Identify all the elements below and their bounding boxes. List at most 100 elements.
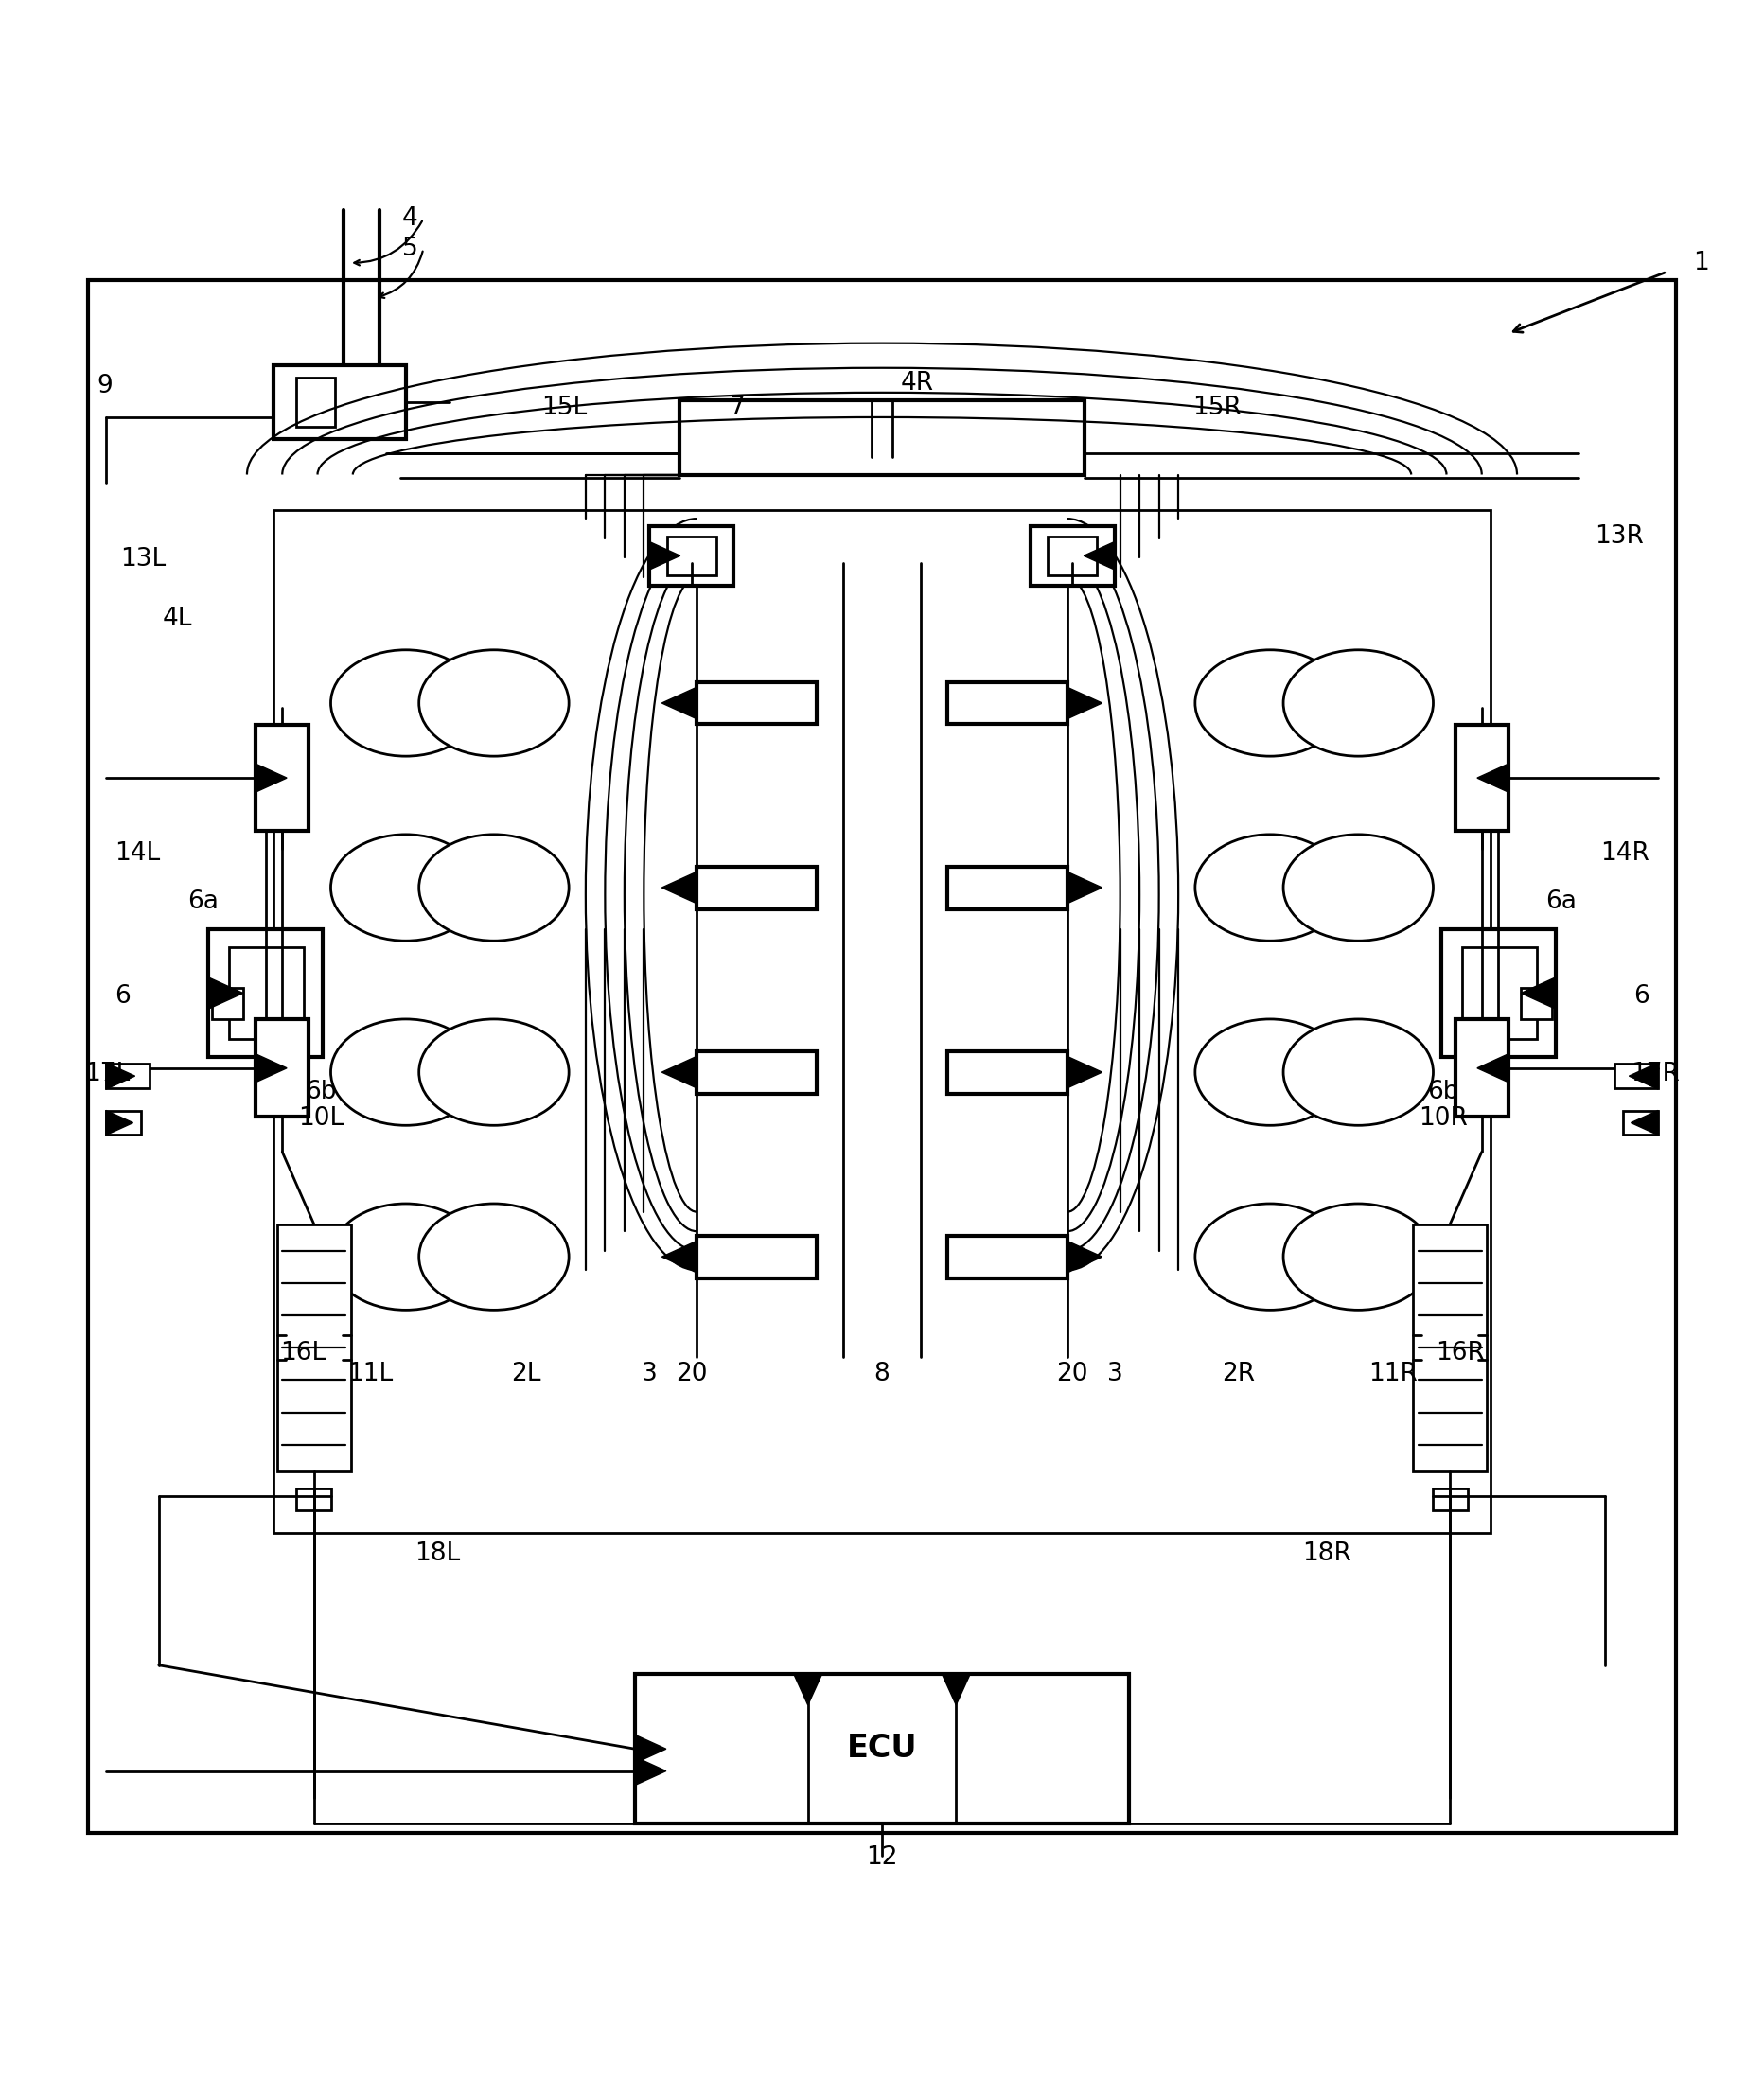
Bar [697,682,817,725]
Bar [649,526,734,586]
Text: 20: 20 [1057,1361,1088,1386]
Polygon shape [1521,977,1556,1010]
Text: 15R: 15R [1192,395,1242,420]
Bar [679,401,1085,474]
Text: 10L: 10L [298,1105,344,1130]
Ellipse shape [332,835,480,941]
Text: 8: 8 [875,1361,889,1386]
Text: 6a: 6a [1545,889,1577,914]
Text: 5: 5 [402,237,418,262]
Ellipse shape [332,650,480,756]
Polygon shape [1067,873,1102,904]
Bar [635,1675,1129,1824]
Text: 18R: 18R [1302,1542,1351,1567]
Bar [1048,536,1097,576]
Text: 13L: 13L [120,547,166,571]
Polygon shape [649,542,681,569]
Bar [286,1336,342,1359]
Text: 2L: 2L [512,1361,540,1386]
Text: 17R: 17R [1630,1062,1679,1087]
Polygon shape [942,1675,970,1706]
Text: 10R: 10R [1418,1105,1468,1130]
Text: 2R: 2R [1222,1361,1254,1386]
Text: 9: 9 [97,374,113,399]
Text: 16R: 16R [1436,1340,1485,1365]
Polygon shape [1083,542,1115,569]
Ellipse shape [1196,835,1344,941]
Ellipse shape [418,1203,568,1309]
Bar [1462,948,1536,1039]
Polygon shape [106,1110,132,1135]
Bar [229,948,303,1039]
Bar [1455,1020,1508,1116]
Bar [277,1224,351,1471]
Polygon shape [1067,1056,1102,1089]
Bar [1422,1336,1478,1359]
Bar [1521,987,1552,1020]
Bar [667,536,716,576]
Text: 11L: 11L [348,1361,393,1386]
Text: 6b: 6b [305,1081,337,1103]
Ellipse shape [1196,1203,1344,1309]
Text: 20: 20 [676,1361,707,1386]
Ellipse shape [1282,835,1432,941]
Bar [1432,1488,1468,1511]
Ellipse shape [1282,650,1432,756]
Polygon shape [106,1062,134,1089]
Polygon shape [794,1675,822,1706]
Ellipse shape [418,1018,568,1126]
Text: 6: 6 [115,985,131,1010]
Text: 4R: 4R [901,370,933,395]
Polygon shape [256,765,288,792]
Ellipse shape [418,835,568,941]
Polygon shape [662,688,697,719]
Text: 3: 3 [1108,1361,1122,1386]
Polygon shape [208,977,243,1010]
Polygon shape [1067,688,1102,719]
Polygon shape [662,873,697,904]
Bar [947,1051,1067,1093]
Ellipse shape [1282,1203,1432,1309]
Polygon shape [635,1756,667,1785]
Bar [947,867,1067,908]
Ellipse shape [1196,1018,1344,1126]
Ellipse shape [418,650,568,756]
Text: 11R: 11R [1369,1361,1418,1386]
Text: 17L: 17L [85,1062,131,1087]
Bar [1413,1224,1487,1471]
Text: 14L: 14L [115,842,161,867]
Bar [697,867,817,908]
Text: 18L: 18L [415,1542,460,1567]
Text: 4L: 4L [162,607,192,632]
Ellipse shape [1196,650,1344,756]
Text: 14R: 14R [1600,842,1649,867]
Bar [1455,725,1508,831]
Bar [1030,526,1115,586]
Text: 3: 3 [642,1361,656,1386]
Text: 4: 4 [402,206,418,231]
Ellipse shape [332,1203,480,1309]
Polygon shape [662,1056,697,1089]
Bar [1623,1112,1658,1135]
Bar [106,1112,141,1135]
Text: 13R: 13R [1595,524,1644,549]
Ellipse shape [332,1018,480,1126]
Text: 6: 6 [1633,985,1649,1010]
Polygon shape [1476,765,1508,792]
Bar [88,281,1676,1833]
Ellipse shape [1282,1018,1432,1126]
Bar [212,987,243,1020]
Bar [256,1020,309,1116]
Polygon shape [1067,1241,1102,1272]
Bar [296,1488,332,1511]
Bar [1614,1064,1658,1089]
Polygon shape [662,1241,697,1272]
Text: 6a: 6a [187,889,219,914]
Bar [697,1051,817,1093]
Bar [947,682,1067,725]
Polygon shape [1630,1062,1658,1089]
Polygon shape [635,1735,667,1762]
Text: ECU: ECU [847,1733,917,1764]
Bar [208,929,323,1056]
Bar [106,1064,150,1089]
